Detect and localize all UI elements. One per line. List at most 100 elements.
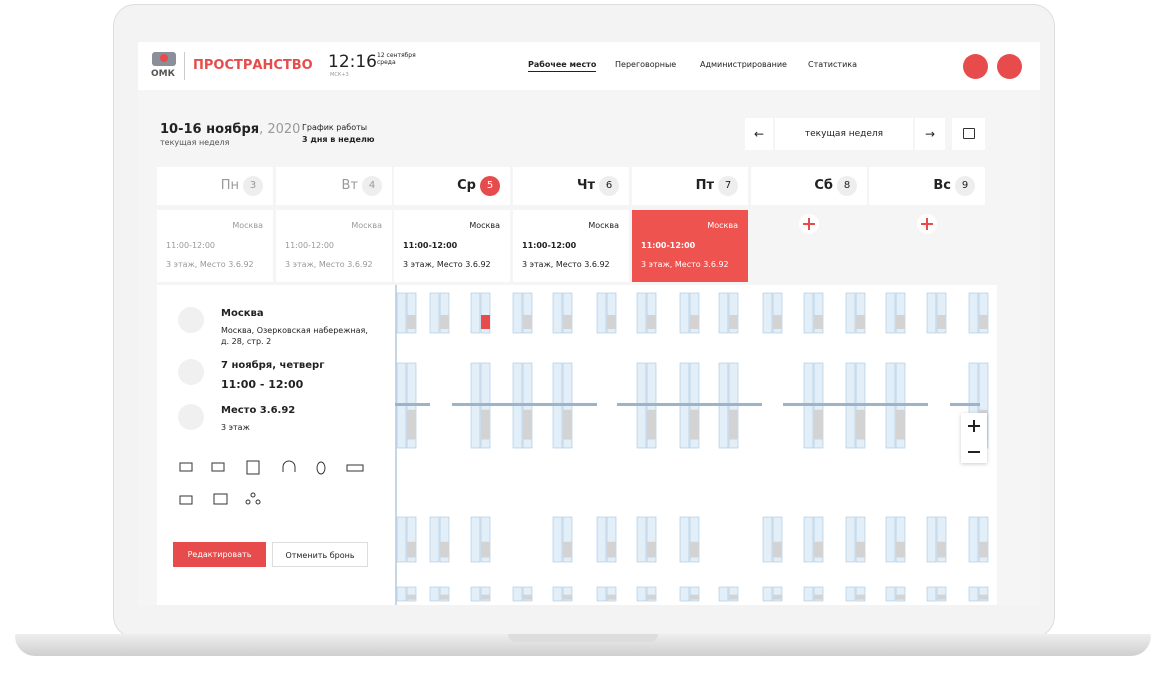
desk[interactable]: [429, 292, 440, 334]
desk[interactable]: [606, 292, 617, 334]
desk[interactable]: [762, 292, 773, 334]
day-header[interactable]: Пн 3: [157, 167, 273, 205]
desk[interactable]: [772, 292, 783, 334]
desk[interactable]: [936, 292, 947, 334]
calendar-button[interactable]: [952, 118, 985, 150]
desk[interactable]: [803, 586, 814, 602]
desk[interactable]: [562, 586, 573, 602]
desk[interactable]: [480, 586, 491, 602]
desk[interactable]: [522, 292, 533, 334]
desk[interactable]: [885, 292, 896, 334]
desk[interactable]: [968, 516, 979, 563]
next-week[interactable]: →: [915, 118, 945, 150]
booking-card[interactable]: Москва 11:00-12:00 3 этаж, Место 3.6.92: [513, 210, 629, 282]
desk[interactable]: [813, 516, 824, 563]
desk[interactable]: [596, 516, 607, 563]
desk[interactable]: [926, 516, 937, 563]
desk[interactable]: [895, 516, 906, 563]
desk[interactable]: [552, 586, 563, 602]
desk[interactable]: [895, 586, 906, 602]
booking-card[interactable]: Москва 11:00-12:00 3 этаж, Место 3.6.92: [394, 210, 510, 282]
day-header[interactable]: Вс 9: [869, 167, 985, 205]
desk[interactable]: [718, 586, 729, 602]
cancel-button[interactable]: Отменить бронь: [272, 542, 368, 567]
desk[interactable]: [936, 516, 947, 563]
nav-item[interactable]: Статистика: [808, 60, 857, 69]
desk[interactable]: [439, 586, 450, 602]
desk[interactable]: [562, 292, 573, 334]
desk[interactable]: [803, 292, 814, 334]
desk[interactable]: [596, 586, 607, 602]
week-switch[interactable]: текущая неделя: [775, 118, 913, 150]
desk[interactable]: [926, 586, 937, 602]
desk[interactable]: [562, 516, 573, 563]
day-header[interactable]: Ср 5: [394, 167, 510, 205]
desk[interactable]: [646, 292, 657, 334]
desk[interactable]: [885, 586, 896, 602]
desk[interactable]: [845, 292, 856, 334]
booking-card[interactable]: Москва 11:00-12:00 3 этаж, Место 3.6.92: [276, 210, 392, 282]
desk[interactable]: [689, 586, 700, 602]
day-header[interactable]: Вт 4: [276, 167, 392, 205]
desk[interactable]: [762, 586, 773, 602]
desk[interactable]: [978, 516, 989, 563]
desk[interactable]: [855, 292, 866, 334]
desk[interactable]: [679, 516, 690, 563]
day-header[interactable]: Пт 7: [632, 167, 748, 205]
desk[interactable]: [885, 516, 896, 563]
desk[interactable]: [636, 516, 647, 563]
desk[interactable]: [636, 292, 647, 334]
desk[interactable]: [439, 516, 450, 563]
booking-card[interactable]: Москва 11:00-12:00 3 этаж, Место 3.6.92: [157, 210, 273, 282]
desk[interactable]: [968, 586, 979, 602]
desk[interactable]: [646, 516, 657, 563]
desk[interactable]: [470, 292, 481, 334]
desk[interactable]: [596, 292, 607, 334]
day-header[interactable]: Чт 6: [513, 167, 629, 205]
desk[interactable]: [429, 586, 440, 602]
desk[interactable]: [813, 586, 824, 602]
desk[interactable]: [762, 516, 773, 563]
desk[interactable]: [845, 516, 856, 563]
desk[interactable]: [679, 292, 690, 334]
desk[interactable]: [845, 586, 856, 602]
desk[interactable]: [512, 586, 523, 602]
desk[interactable]: [396, 586, 407, 602]
desk[interactable]: [480, 516, 491, 563]
day-header[interactable]: Сб 8: [751, 167, 867, 205]
desk[interactable]: [552, 292, 563, 334]
desk[interactable]: [429, 516, 440, 563]
desk[interactable]: [936, 586, 947, 602]
nav-item[interactable]: Переговорные: [615, 60, 677, 69]
desk[interactable]: [728, 292, 739, 334]
desk[interactable]: [606, 586, 617, 602]
desk[interactable]: [978, 292, 989, 334]
desk[interactable]: [855, 586, 866, 602]
profile-button[interactable]: [963, 54, 988, 79]
desk[interactable]: [728, 586, 739, 602]
desk[interactable]: [772, 516, 783, 563]
desk[interactable]: [606, 516, 617, 563]
nav-item[interactable]: Рабочее место: [528, 60, 597, 72]
desk[interactable]: [813, 292, 824, 334]
desk[interactable]: [406, 516, 417, 563]
desk[interactable]: [646, 586, 657, 602]
desk[interactable]: [406, 292, 417, 334]
booking-card[interactable]: Москва 11:00-12:00 3 этаж, Место 3.6.92: [632, 210, 748, 282]
add-booking[interactable]: [799, 214, 819, 234]
desk[interactable]: [480, 292, 491, 334]
desk[interactable]: [895, 292, 906, 334]
desk[interactable]: [512, 292, 523, 334]
nav-item[interactable]: Администрирование: [700, 60, 787, 69]
desk[interactable]: [679, 586, 690, 602]
desk[interactable]: [978, 586, 989, 602]
desk[interactable]: [803, 516, 814, 563]
desk[interactable]: [406, 586, 417, 602]
desk[interactable]: [689, 292, 700, 334]
zoom-out[interactable]: [968, 451, 980, 453]
desk[interactable]: [470, 586, 481, 602]
desk[interactable]: [926, 292, 937, 334]
desk[interactable]: [636, 586, 647, 602]
desk[interactable]: [439, 292, 450, 334]
desk[interactable]: [552, 516, 563, 563]
